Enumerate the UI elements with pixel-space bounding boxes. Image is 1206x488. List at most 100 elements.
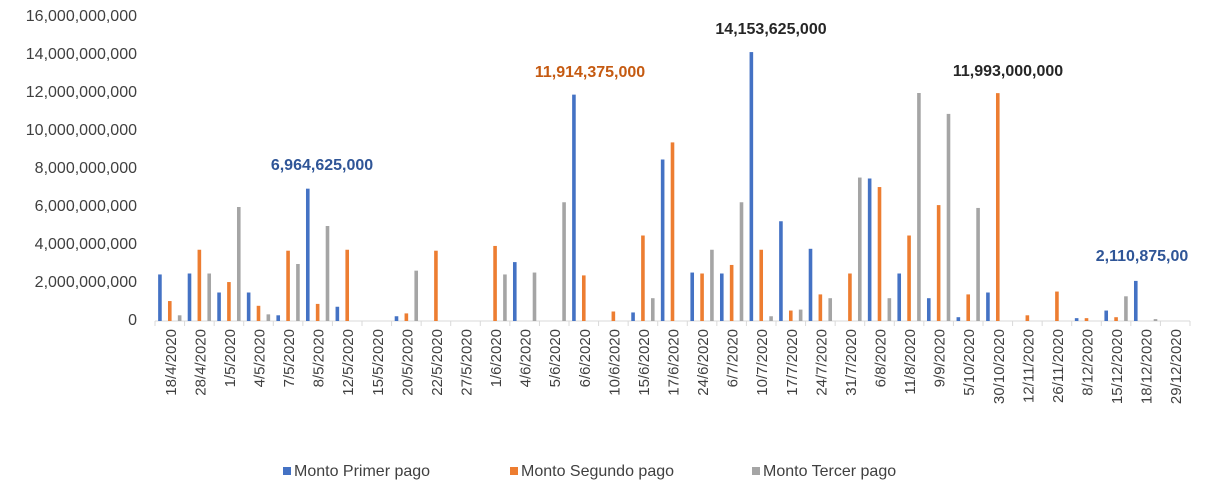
x-tick-label: 17/6/2020 <box>665 329 682 396</box>
bar <box>907 235 911 321</box>
y-tick-label: 6,000,000,000 <box>35 198 137 215</box>
bar <box>562 202 566 321</box>
bar <box>700 273 704 321</box>
bar <box>256 305 261 321</box>
bar <box>877 187 882 321</box>
bar <box>946 113 951 322</box>
x-tick-label: 24/7/2020 <box>813 329 830 396</box>
bar <box>532 272 537 321</box>
legend-swatch <box>752 467 760 475</box>
bar <box>857 177 862 321</box>
annotation: 14,153,625,000 <box>715 21 826 38</box>
legend-swatch <box>283 467 291 475</box>
y-tick-label: 10,000,000,000 <box>26 122 137 139</box>
x-tick-label: 6/8/2020 <box>872 329 889 387</box>
bar <box>641 235 645 321</box>
bar <box>177 315 182 321</box>
bar <box>690 272 695 321</box>
x-tick-label: 6/6/2020 <box>577 329 594 387</box>
bar <box>818 294 823 321</box>
x-tick-label: 24/6/2020 <box>695 329 712 396</box>
bar <box>739 202 744 321</box>
bar <box>1055 291 1059 321</box>
annotation: 11,993,000,000 <box>953 63 1063 80</box>
x-tick-label: 5/6/2020 <box>547 329 564 387</box>
bar <box>503 274 507 321</box>
bar <box>976 207 980 321</box>
x-tick-label: 12/11/2020 <box>1020 329 1037 403</box>
bar <box>631 312 635 321</box>
x-tick-label: 1/5/2020 <box>222 329 239 387</box>
bar <box>650 298 655 321</box>
bar <box>749 52 754 322</box>
bar <box>335 306 340 321</box>
bar <box>887 298 892 321</box>
bar <box>246 292 251 321</box>
bar <box>512 262 517 321</box>
bar <box>187 273 192 321</box>
bar <box>759 249 764 321</box>
y-tick-label: 2,000,000,000 <box>35 274 137 291</box>
bar <box>1025 315 1030 321</box>
bar <box>769 316 773 321</box>
bar <box>1124 296 1128 321</box>
bar <box>660 159 665 321</box>
bar <box>325 226 330 321</box>
bar <box>788 310 793 321</box>
bar <box>828 298 833 321</box>
bar <box>572 94 576 321</box>
bar <box>956 317 961 321</box>
annotation: 11,914,375,000 <box>535 64 645 81</box>
y-tick-label: 14,000,000,000 <box>26 46 137 63</box>
bar <box>404 313 409 321</box>
x-tick-label: 8/5/2020 <box>311 329 328 387</box>
x-tick-label: 28/4/2020 <box>192 329 209 396</box>
x-tick-label: 6/7/2020 <box>725 329 742 387</box>
bar <box>236 207 241 321</box>
bar <box>305 188 310 321</box>
bar <box>158 274 162 321</box>
x-tick-label: 4/6/2020 <box>518 329 535 387</box>
x-tick-label: 10/7/2020 <box>754 329 771 396</box>
x-tick-label: 11/8/2020 <box>902 329 919 395</box>
bar <box>207 273 212 321</box>
bar <box>493 245 497 321</box>
bar <box>670 142 675 321</box>
legend-label: Monto Primer pago <box>294 463 430 480</box>
y-tick-label: 12,000,000,000 <box>26 84 137 101</box>
bar <box>434 250 438 321</box>
legend-label: Monto Tercer pago <box>763 463 896 480</box>
legend-swatch <box>510 467 518 475</box>
annotation: 6,964,625,000 <box>271 157 373 174</box>
x-tick-label: 1/6/2020 <box>488 329 505 387</box>
bar <box>995 93 1000 322</box>
bar <box>1153 319 1158 321</box>
bar <box>897 273 902 321</box>
bar <box>867 178 872 321</box>
x-tick-label: 15/12/2020 <box>1109 329 1126 404</box>
x-tick-label: 26/11/2020 <box>1050 329 1067 403</box>
bar <box>315 303 320 321</box>
bar <box>1114 317 1118 321</box>
bar <box>966 294 971 321</box>
x-tick-label: 12/5/2020 <box>340 329 357 396</box>
bar <box>926 298 931 321</box>
x-tick-label: 30/10/2020 <box>991 329 1008 404</box>
x-tick-label: 22/5/2020 <box>429 329 446 396</box>
y-tick-label: 4,000,000,000 <box>35 236 137 253</box>
bar <box>296 264 300 321</box>
bar <box>167 301 172 321</box>
annotation: 2,110,875,00 <box>1096 248 1189 265</box>
bar <box>848 273 852 321</box>
x-tick-label: 9/9/2020 <box>932 329 949 387</box>
bar <box>581 275 586 321</box>
x-tick-label: 18/4/2020 <box>163 329 180 396</box>
bar <box>286 250 290 321</box>
bar <box>936 205 941 321</box>
bar <box>197 249 202 321</box>
bar <box>217 292 221 321</box>
bar <box>710 249 714 321</box>
bar <box>798 309 803 321</box>
bar <box>719 273 724 321</box>
